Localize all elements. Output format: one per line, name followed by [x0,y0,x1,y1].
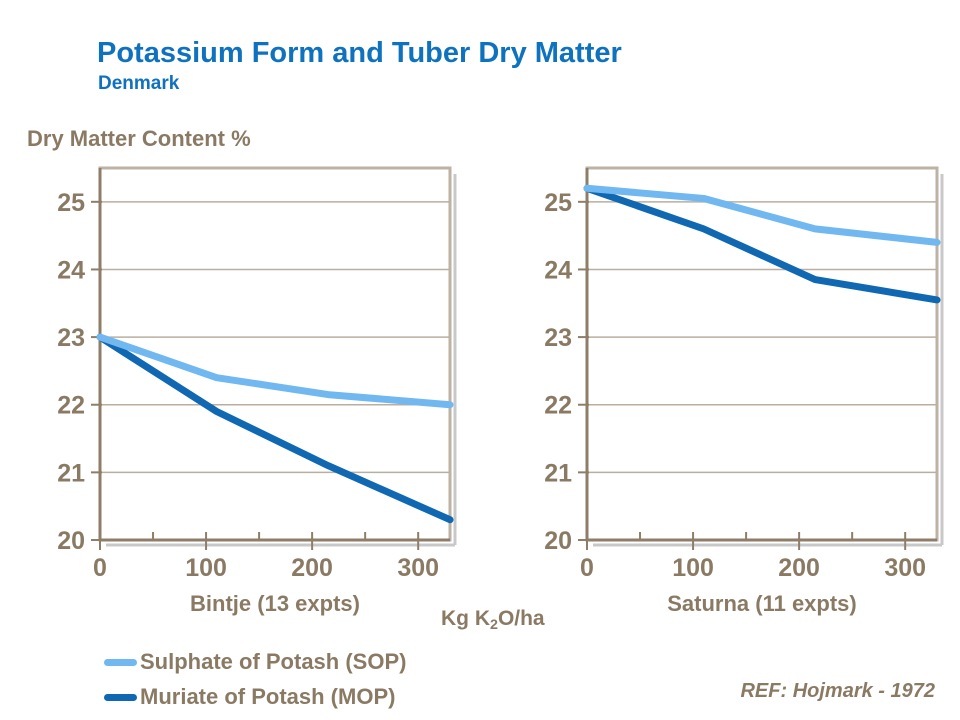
x-tick-label: 300 [884,554,926,582]
page-subtitle: Denmark [98,73,180,94]
y-tick-label: 24 [57,256,85,284]
y-tick-label: 25 [544,189,572,217]
legend-item-sop: Sulphate of Potash (SOP) [104,647,406,677]
legend: Sulphate of Potash (SOP) Muriate of Pota… [104,647,406,717]
series-line [96,333,454,409]
x-tick-label: 0 [93,554,107,582]
series-line [583,184,941,304]
x-tick-label: 300 [397,554,439,582]
saturna-chart-caption: Saturna (11 expts) [667,591,857,616]
x-axis-title-post: O/ha [497,607,545,630]
legend-label-mop: Muriate of Potash (MOP) [140,684,396,709]
y-axis-title: Dry Matter Content % [27,126,251,151]
legend-item-mop: Muriate of Potash (MOP) [104,682,406,712]
y-tick-label: 21 [544,459,572,487]
page-title: Potassium Form and Tuber Dry Matter [97,37,622,69]
x-axis-title-pre: Kg K [441,607,490,630]
x-tick-label: 0 [580,554,594,582]
y-tick-label: 22 [57,392,85,420]
series-line [583,184,941,246]
x-tick-label: 200 [778,554,820,582]
y-tick-label: 21 [57,459,85,487]
y-tick-label: 24 [544,256,572,284]
legend-label-sop: Sulphate of Potash (SOP) [140,649,407,674]
y-tick-label: 22 [544,392,572,420]
y-tick-label: 25 [57,189,85,217]
bintje-chart-caption: Bintje (13 expts) [190,591,360,616]
mop-line-swatch-icon [104,693,137,701]
y-tick-label: 23 [544,324,572,352]
x-axis-title: Kg K2O/ha [441,607,545,633]
y-tick-label: 20 [544,527,572,555]
y-tick-label: 23 [57,324,85,352]
x-tick-label: 100 [185,554,227,582]
saturna-chart: 20 21 22 23 24 25 0 100 200 300 [544,166,944,582]
x-tick-label: 200 [291,554,333,582]
bintje-chart: 20 21 22 23 24 25 0 100 200 300 [57,166,457,582]
series-line [96,333,454,524]
reference-note: REF: Hojmark - 1972 [740,680,935,702]
x-axis-title-subscript: 2 [490,616,498,633]
sop-line-swatch-icon [104,658,137,666]
x-tick-label: 100 [672,554,714,582]
y-tick-label: 20 [57,527,85,555]
